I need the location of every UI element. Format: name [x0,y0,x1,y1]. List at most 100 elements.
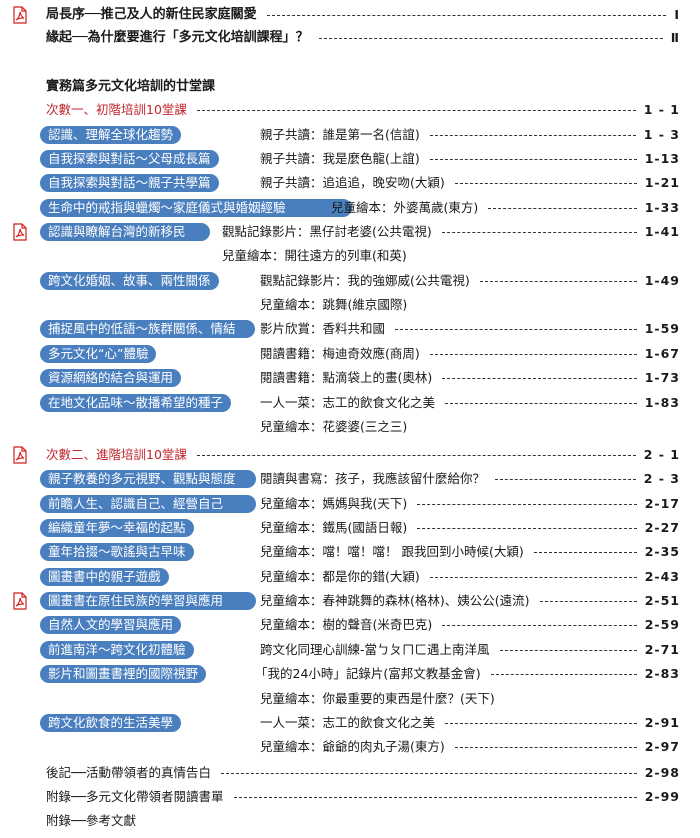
pdf-file-icon[interactable] [12,223,28,241]
lesson-material: 親子共讀：誰是第一名(信誼) [260,127,420,142]
entry-title[interactable]: 局長序──推己及人的新住民家庭關愛 [46,7,257,22]
lesson-material: 兒童繪本：都是你的錯(大穎) [260,569,420,584]
page-number: 2 - 1 [643,447,680,462]
lesson-row: 自我探索與對話～父母成長篇 親子共讀：我是麼色龍(上誼) 1-13 [0,148,700,170]
section-title: 實務篇多元文化培訓的廿堂課 [46,79,216,94]
lesson-material: 兒童繪本：跳舞(維京國際) [260,297,408,312]
lesson-material: 閱讀與書寫：孩子，我應該留什麼給你？ [260,471,486,486]
entry-title[interactable]: 後記──活動帶領者的真情告白 [46,765,212,780]
lesson-material: 觀點記錄影片：黑仔討老婆(公共電視) [222,224,432,239]
lesson-row: 資源網絡的結合與運用 閱讀書籍：點滴袋上的畫(奧林) 1-73 [0,367,700,389]
page-number: Ⅱ [670,30,680,45]
leader-dots [319,38,663,39]
lesson-topic-pill[interactable]: 親子教養的多元視野、觀點與態度 [40,470,256,488]
page-number: 1-73 [644,370,680,385]
toc-continuation: 兒童繪本：跳舞(維京國際) [0,294,700,316]
lesson-topic-pill[interactable]: 影片和圖畫書裡的國際視野 [40,665,206,683]
lesson-topic-pill[interactable]: 編織童年夢～幸福的起點 [40,519,194,537]
lesson-row: 圖畫書在原住民族的學習與應用 兒童繪本：春神跳舞的森林(格林)、姨公公(遠流) 2-… [0,590,700,612]
lesson-topic-pill[interactable]: 自我探索與對話～父母成長篇 [40,150,219,168]
lesson-material: 兒童繪本：樹的聲音(米奇巴克) [260,617,433,632]
lesson-material: 「我的24小時」記錄片(富邦文教基金會) [255,666,481,681]
leader-dots [221,773,637,774]
leader-dots [430,577,637,578]
lesson-material: 一人一菜：志工的飲食文化之美 [260,715,436,730]
entry-title[interactable]: 附錄──多元文化帶領者閱讀書單 [46,789,224,804]
lesson-row: 童年拾掇～歌謠與古早味 兒童繪本：噹！噹！噹！ 跟我回到小時候(大穎) 2-35 [0,541,700,563]
entry-title[interactable]: 緣起──為什麼要進行「多元文化培訓課程」？ [46,30,309,45]
lesson-topic-pill[interactable]: 圖畫書在原住民族的學習與應用 [40,592,256,610]
lesson-topic-pill[interactable]: 跨文化婚姻、故事、兩性關係 [40,272,219,290]
page-number: 2-51 [644,593,680,608]
lesson-material: 兒童繪本：媽媽與我(天下) [260,496,408,511]
lesson-row: 跨文化飲食的生活美學 一人一菜：志工的飲食文化之美 2-91 [0,712,700,734]
pdf-file-icon[interactable] [12,446,28,464]
toc-entry: 附錄──參考文獻 [0,810,700,832]
lesson-row: 多元文化“心”體驗 閱讀書籍：梅迪奇效應(商周) 1-67 [0,343,700,365]
lesson-topic-pill[interactable]: 童年拾掇～歌謠與古早味 [40,543,194,561]
lesson-topic-pill[interactable]: 生命中的戒指與蠟燭～家庭儀式與婚姻經驗 [40,199,352,217]
lesson-topic-pill[interactable]: 前進南洋～跨文化初體驗 [40,641,194,659]
lesson-row: 編織童年夢～幸福的起點 兒童繪本：鐵馬(國語日報) 2-27 [0,517,700,539]
pdf-file-icon[interactable] [12,6,28,24]
leader-dots [445,403,637,404]
lesson-material: 親子共讀：我是麼色龍(上誼) [260,151,420,166]
lesson-topic-pill[interactable]: 圖畫書中的親子遊戲 [40,568,169,586]
page-number: 1-67 [644,346,680,361]
page-number: 1-49 [644,273,680,288]
toc-entry: 附錄──多元文化帶領者閱讀書單 2-99 [0,786,700,808]
lesson-material: 兒童繪本：噹！噹！噹！ 跟我回到小時候(大穎) [260,544,524,559]
page-number: 2-35 [644,544,680,559]
lesson-material: 兒童繪本：鐵馬(國語日報) [260,520,408,535]
lesson-row: 認識與瞭解台灣的新移民 觀點記錄影片：黑仔討老婆(公共電視) 1-41 [0,221,700,243]
page-number: 2-71 [644,642,680,657]
page-number: 2 - 3 [643,471,680,486]
part-heading[interactable]: 次數二、進階培訓10堂課 [46,447,187,462]
lesson-material: 兒童繪本：開往遠方的列車(和英) [222,248,407,263]
page-number: 2-83 [644,666,680,681]
lesson-topic-pill[interactable]: 前瞻人生、認識自己、經營自己 [40,495,256,513]
page-number: 2-99 [644,789,680,804]
toc-entry: 緣起──為什麼要進行「多元文化培訓課程」？ Ⅱ [0,27,700,49]
leader-dots [540,601,637,602]
leader-dots [480,281,637,282]
lesson-row: 親子教養的多元視野、觀點與態度 閱讀與書寫：孩子，我應該留什麼給你？ 2 - 3 [0,468,700,490]
page-number: 1 - 3 [643,127,680,142]
toc-continuation: 兒童繪本：爺爺的肉丸子湯(東方) 2-97 [0,736,700,758]
lesson-row: 捕捉風中的低語～族群關係、情結 影片欣賞：香料共和國 1-59 [0,318,700,340]
leader-dots [445,723,637,724]
page-number: 2-27 [644,520,680,535]
lesson-topic-pill[interactable]: 捕捉風中的低語～族群關係、情結 [40,320,255,338]
page-number: 1-21 [644,175,680,190]
lesson-topic-pill[interactable]: 跨文化飲食的生活美學 [40,714,181,732]
lesson-topic-pill[interactable]: 自我探索與對話～親子共學篇 [40,174,219,192]
lesson-material: 兒童繪本：外婆萬歲(東方) [331,200,479,215]
lesson-topic-pill[interactable]: 認識與瞭解台灣的新移民 [40,223,210,241]
leader-dots [534,552,637,553]
page-number: 2-17 [644,496,680,511]
page-number: 2-91 [644,715,680,730]
part-heading[interactable]: 次數一、初階培訓10堂課 [46,102,187,117]
leader-dots [417,504,637,505]
page-number: 2-43 [644,569,680,584]
lesson-material: 影片欣賞：香料共和國 [260,321,386,336]
lesson-topic-pill[interactable]: 認識、理解全球化趨勢 [40,126,181,144]
lesson-topic-pill[interactable]: 在地文化品味～散播希望的種子 [40,394,231,412]
toc-entry: 局長序──推己及人的新住民家庭關愛 Ⅰ [0,4,700,26]
toc-entry: 次數二、進階培訓10堂課 2 - 1 [0,444,700,466]
pdf-file-icon[interactable] [12,592,28,610]
lesson-topic-pill[interactable]: 多元文化“心”體驗 [40,345,156,363]
leader-dots [430,135,636,136]
leader-dots [442,625,637,626]
lesson-topic-pill[interactable]: 自然人文的學習與應用 [40,616,181,634]
lesson-row: 前瞻人生、認識自己、經營自己 兒童繪本：媽媽與我(天下) 2-17 [0,493,700,515]
page-number: 1-13 [644,151,680,166]
leader-dots [234,797,637,798]
leader-dots [500,650,637,651]
lesson-material: 閱讀書籍：點滴袋上的畫(奧林) [260,370,433,385]
page-number: 2-98 [644,765,680,780]
lesson-row: 自然人文的學習與應用 兒童繪本：樹的聲音(米奇巴克) 2-59 [0,614,700,636]
entry-title[interactable]: 附錄──參考文獻 [46,813,137,828]
lesson-topic-pill[interactable]: 資源網絡的結合與運用 [40,369,181,387]
page-number: 1-41 [644,224,680,239]
